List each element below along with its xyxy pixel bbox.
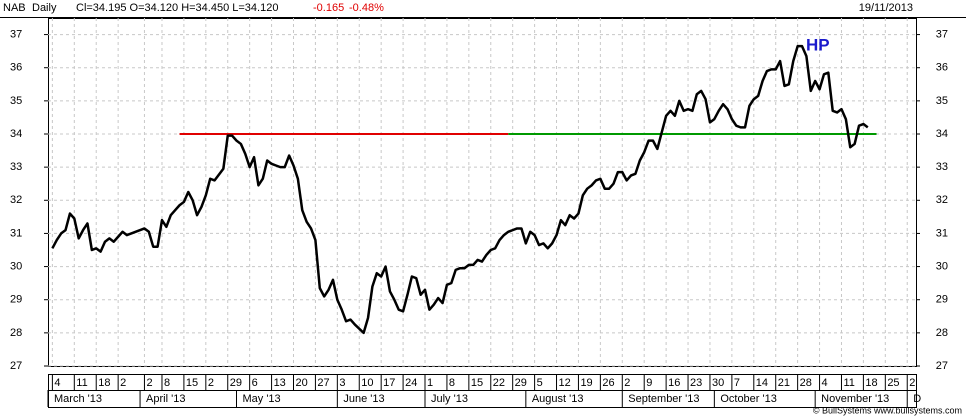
x-tick-label: 26	[602, 377, 614, 389]
x-tick-label: 23	[690, 377, 702, 389]
x-tick-label: 14	[756, 377, 768, 389]
footer: © BullSystems www.bullsystems.com	[813, 405, 962, 415]
x-tick-label: 18	[865, 377, 877, 389]
x-tick-label: 2	[120, 377, 126, 389]
x-tick-label: 2	[208, 377, 214, 389]
x-tick-label: 17	[383, 377, 395, 389]
x-tick-label: 5	[537, 377, 543, 389]
y-tick-label-right: 33	[936, 161, 948, 173]
y-tick-label-right: 35	[936, 95, 948, 107]
y-tick-label: 36	[10, 62, 22, 74]
y-tick-label: 28	[10, 327, 22, 339]
x-tick-label: 30	[712, 377, 724, 389]
y-tick-label-right: 32	[936, 194, 948, 206]
quote: Cl=34.195 O=34.120 H=34.450 L=34.120	[76, 2, 278, 14]
x-tick-label: 22	[493, 377, 505, 389]
x-tick-label: 8	[164, 377, 170, 389]
period: Daily	[32, 2, 57, 14]
y-tick-label: 34	[10, 128, 22, 140]
x-tick-label: 7	[734, 377, 740, 389]
x-tick-label: 19	[580, 377, 592, 389]
month-label: September '13	[628, 393, 699, 405]
change-pct: -0.48%	[349, 2, 384, 14]
y-tick-label-right: 28	[936, 327, 948, 339]
y-tick-label: 33	[10, 161, 22, 173]
annotation: HP	[806, 35, 830, 54]
date: 19/11/2013	[859, 2, 913, 14]
x-tick-label: 2	[909, 377, 915, 389]
y-tick-label-right: 27	[936, 360, 948, 372]
x-tick-label: 2	[146, 377, 152, 389]
x-tick-label: 9	[646, 377, 652, 389]
y-tick-label-right: 37	[936, 28, 948, 40]
month-label: August '13	[532, 393, 584, 405]
x-tick-label: 13	[274, 377, 286, 389]
x-tick-label: 15	[186, 377, 198, 389]
price-line	[51, 44, 869, 335]
y-tick-label: 30	[10, 260, 22, 272]
x-tick-label: 4	[822, 377, 828, 389]
month-label: November '13	[821, 393, 889, 405]
month-label: April '13	[146, 393, 185, 405]
x-tick-label: 25	[887, 377, 899, 389]
y-tick-label: 29	[10, 294, 22, 306]
x-tick-label: 20	[295, 377, 307, 389]
x-tick-label: 4	[54, 377, 60, 389]
change: -0.165	[313, 2, 344, 14]
x-tick-label: 12	[559, 377, 571, 389]
y-tick-label: 31	[10, 227, 22, 239]
x-tick-label: 11	[76, 377, 87, 389]
x-tick-label: 11	[843, 377, 854, 389]
y-tick-label: 27	[10, 360, 22, 372]
x-tick-label: 15	[471, 377, 483, 389]
y-tick-label-right: 34	[936, 128, 948, 140]
x-tick-label: 29	[230, 377, 242, 389]
x-tick-label: 24	[405, 377, 417, 389]
x-tick-label: 8	[449, 377, 455, 389]
y-tick-label: 32	[10, 194, 22, 206]
y-tick-label: 37	[10, 28, 22, 40]
month-label: March '13	[54, 393, 102, 405]
y-tick-label-right: 29	[936, 294, 948, 306]
y-tick-label-right: 36	[936, 62, 948, 74]
y-tick-label: 35	[10, 95, 22, 107]
x-tick-label: 6	[252, 377, 258, 389]
x-tick-label: 2	[624, 377, 630, 389]
x-tick-label: 16	[668, 377, 680, 389]
x-tick-label: 29	[515, 377, 527, 389]
y-tick-label-right: 31	[936, 227, 948, 239]
x-tick-label: 27	[317, 377, 329, 389]
month-label: October '13	[720, 393, 777, 405]
symbol: NAB	[3, 2, 26, 14]
x-tick-label: 21	[778, 377, 790, 389]
month-label: June '13	[343, 393, 384, 405]
month-label: May '13	[243, 393, 281, 405]
y-tick-label-right: 30	[936, 260, 948, 272]
x-tick-label: 10	[361, 377, 373, 389]
x-tick-label: 28	[800, 377, 812, 389]
x-tick-label: 3	[339, 377, 345, 389]
month-label: July '13	[431, 393, 468, 405]
month-label: D	[913, 393, 921, 405]
x-tick-label: 1	[427, 377, 433, 389]
x-tick-label: 18	[98, 377, 110, 389]
